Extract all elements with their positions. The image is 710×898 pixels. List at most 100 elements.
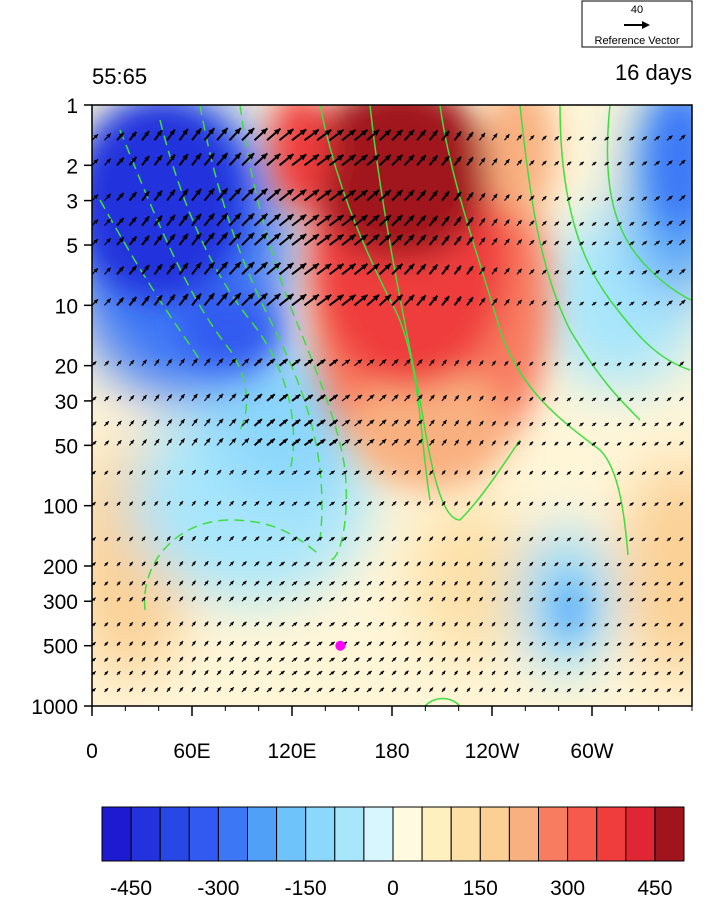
wind-vector (666, 470, 672, 476)
wind-vector (303, 153, 320, 167)
wind-vector (154, 656, 159, 662)
wind-vector (516, 596, 521, 602)
wind-vector (429, 596, 434, 602)
wind-vector (266, 393, 276, 402)
wind-vector (141, 439, 148, 446)
wind-vector (354, 621, 360, 627)
wind-vector (491, 193, 498, 201)
wind-vector (579, 688, 584, 693)
wind-vector (466, 596, 471, 602)
wind-vector (353, 294, 369, 307)
wind-vector (191, 500, 197, 507)
wind-vector (554, 641, 559, 647)
wind-vector (266, 292, 282, 307)
wind-vector (278, 262, 295, 276)
wind-vector (554, 269, 560, 275)
wind-vector (579, 537, 584, 542)
wind-vector (166, 358, 173, 366)
wind-vector (491, 641, 496, 647)
wind-vector (591, 397, 597, 402)
wind-vector (166, 294, 176, 306)
wind-vector (204, 580, 209, 586)
wind-vector (554, 441, 559, 446)
wind-vector (266, 232, 282, 246)
wind-vector (229, 669, 235, 676)
wind-vector (641, 397, 647, 402)
wind-vector (141, 561, 146, 567)
wind-vector (566, 397, 572, 402)
wind-vector (666, 622, 672, 627)
wind-vector (666, 421, 672, 427)
wind-vector (191, 640, 197, 647)
wind-vector (654, 160, 661, 166)
left-title: 55:65 (92, 64, 147, 89)
wind-vector (179, 621, 184, 627)
wind-vector (404, 580, 409, 586)
wind-vector (616, 196, 622, 202)
wind-vector (641, 240, 648, 246)
wind-vector (491, 596, 496, 602)
wind-vector (416, 394, 423, 402)
wind-vector (591, 581, 597, 586)
wind-vector (404, 596, 409, 602)
wind-vector (104, 193, 112, 201)
wind-vector (466, 641, 471, 647)
wind-vector (391, 233, 404, 246)
wind-vector (129, 536, 134, 542)
wind-vector (116, 131, 125, 141)
wind-vector (504, 657, 509, 662)
wind-vector (329, 581, 336, 586)
wind-vector (404, 621, 409, 627)
wind-vector (353, 154, 369, 167)
wind-vector (579, 622, 584, 627)
wind-vector (291, 418, 301, 427)
reference-vector-label: Reference Vector (595, 35, 680, 47)
wind-vector (341, 214, 357, 227)
wind-vector (591, 362, 597, 367)
wind-vector (128, 235, 138, 246)
wind-vector (679, 687, 684, 693)
wind-vector (454, 621, 459, 627)
wind-vector (328, 214, 345, 227)
wind-vector (629, 597, 634, 602)
wind-vector (641, 597, 647, 602)
wind-vector (116, 657, 121, 662)
wind-vector (378, 233, 392, 246)
wind-vector (341, 419, 351, 427)
wind-vector (604, 161, 610, 166)
wind-vector (429, 561, 434, 567)
wind-vector (529, 670, 534, 676)
wind-vector (541, 501, 547, 507)
wind-vector (641, 471, 647, 476)
wind-vector (329, 470, 336, 476)
wind-vector (579, 562, 584, 567)
wind-vector (679, 421, 685, 427)
wind-vector (566, 671, 572, 676)
wind-vector (329, 641, 336, 647)
wind-vector (579, 270, 585, 275)
wind-vector (316, 189, 332, 202)
colorbar-swatch (654, 806, 685, 862)
wind-vector (129, 439, 135, 446)
wind-vector (253, 212, 269, 227)
wind-vector (566, 161, 572, 166)
wind-vector (504, 641, 509, 647)
wind-vector (116, 561, 121, 567)
wind-vector (179, 686, 184, 693)
wind-vector (116, 501, 121, 507)
wind-vector (579, 301, 585, 306)
wind-vector (316, 233, 332, 246)
wind-vector (491, 158, 498, 166)
wind-vector (654, 671, 659, 676)
wind-vector (279, 501, 285, 507)
wind-vector (104, 687, 109, 693)
wind-vector (541, 269, 547, 275)
wind-vector (366, 359, 375, 367)
wind-vector (441, 130, 450, 141)
wind-vector (491, 621, 496, 627)
wind-vector (679, 441, 685, 446)
colorbar-swatch (247, 806, 278, 862)
wind-vector (191, 437, 198, 446)
wind-vector (304, 621, 311, 627)
wind-vector (591, 161, 597, 166)
